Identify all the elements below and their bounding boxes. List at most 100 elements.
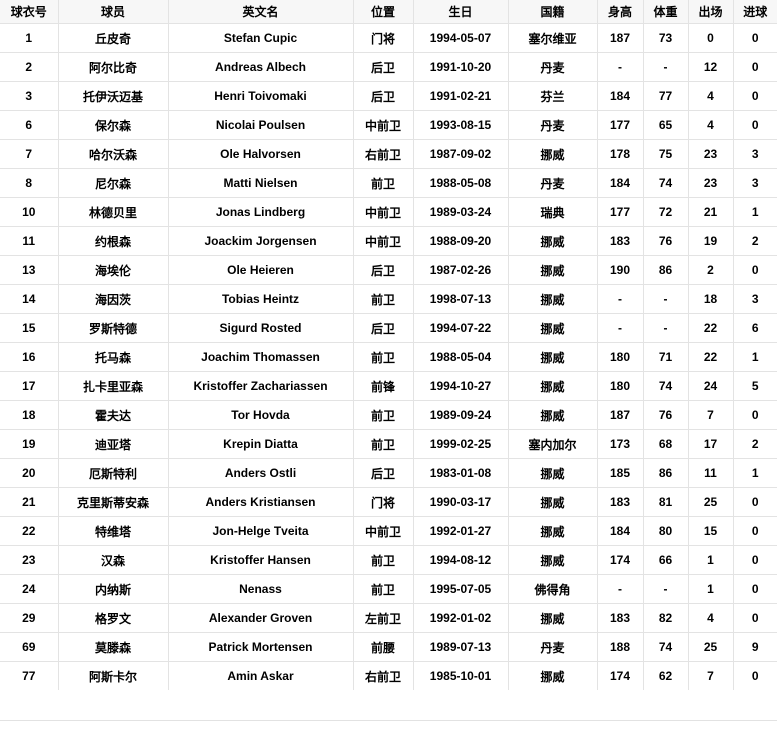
table-row[interactable]: 22 特维塔 Jon-Helge Tveita 中前卫 1992-01-27 挪威 184 8…: [0, 516, 777, 546]
cell-nationality: 丹麦: [507, 632, 598, 662]
cell-jersey-number: 22: [0, 516, 59, 546]
table-row[interactable]: 14 海因茨 Tobias Heintz 前卫 1998-07-13 挪威 - -18 3: [0, 284, 777, 314]
cell-height: -: [596, 284, 644, 314]
cell-position: 前卫: [352, 429, 414, 459]
cell-weight: 76: [642, 400, 689, 430]
table-row[interactable]: 19 迪亚塔 Krepin Diatta 前卫 1999-02-25 塞内加尔 173 68 1…: [0, 429, 777, 459]
cell-weight: 77: [642, 81, 689, 111]
table-row[interactable]: 21 克里斯蒂安森 Anders Kristiansen 门将 1990-03-17 挪威…: [0, 487, 777, 517]
cell-player-name: 霍夫达: [57, 400, 169, 430]
cell-nationality: 挪威: [507, 458, 598, 488]
cell-player-name: 阿斯卡尔: [57, 661, 169, 691]
cell-english-name: Sigurd Rosted: [167, 313, 354, 343]
cell-appearances: 1: [687, 545, 734, 575]
cell-nationality: 挪威: [507, 255, 598, 285]
table-row[interactable]: 8 尼尔森 Matti Nielsen 前卫 1988-05-08 丹麦 184 74 23 3: [0, 168, 777, 198]
cell-appearances: 23: [687, 168, 734, 198]
cell-player-name: 林德贝里: [57, 197, 169, 227]
cell-nationality: 塞尔维亚: [507, 23, 598, 53]
cell-jersey-number: 10: [0, 197, 59, 227]
cell-birthday: 1990-03-17: [412, 487, 509, 517]
cell-height: 185: [596, 458, 644, 488]
cell-goals: 0: [732, 23, 777, 53]
cell-position: 门将: [352, 487, 414, 517]
table-row[interactable]: 77 阿斯卡尔 Amin Askar 右前卫 1985-10-01 挪威 174 62 7 0: [0, 661, 777, 691]
table-row[interactable]: 6 保尔森 Nicolai Poulsen 中前卫 1993-08-15 丹麦 177 65 4…: [0, 110, 777, 140]
cell-birthday: 1993-08-15: [412, 110, 509, 140]
table-row[interactable]: 23 汉森 Kristoffer Hansen 前卫 1994-08-12 挪威 174 66…: [0, 545, 777, 575]
cell-birthday: 1987-02-26: [412, 255, 509, 285]
cell-player-name: 保尔森: [57, 110, 169, 140]
cell-nationality: 丹麦: [507, 110, 598, 140]
cell-position: 中前卫: [352, 197, 414, 227]
cell-position: 后卫: [352, 313, 414, 343]
cell-height: 174: [596, 661, 644, 691]
cell-goals: 1: [732, 197, 777, 227]
cell-english-name: Stefan Cupic: [167, 23, 354, 53]
cell-birthday: 1992-01-02: [412, 603, 509, 633]
cell-birthday: 1988-09-20: [412, 226, 509, 256]
cell-weight: 72: [642, 197, 689, 227]
cell-birthday: 1989-07-13: [412, 632, 509, 662]
cell-jersey-number: 2: [0, 52, 59, 82]
table-row[interactable]: 17 扎卡里亚森 Kristoffer Zachariassen 前锋 1994-10-…: [0, 371, 777, 401]
cell-jersey-number: 77: [0, 661, 59, 691]
cell-goals: 0: [732, 574, 777, 604]
cell-position: 后卫: [352, 458, 414, 488]
cell-position: 前卫: [352, 284, 414, 314]
cell-english-name: Andreas Albech: [167, 52, 354, 82]
cell-weight: 68: [642, 429, 689, 459]
cell-jersey-number: 3: [0, 81, 59, 111]
column-header-height: 身高: [596, 0, 644, 24]
cell-goals: 0: [732, 487, 777, 517]
cell-jersey-number: 8: [0, 168, 59, 198]
cell-english-name: Joachim Thomassen: [167, 342, 354, 372]
cell-appearances: 22: [687, 313, 734, 343]
table-row[interactable]: 15 罗斯特德 Sigurd Rosted 后卫 1994-07-22 挪威 - -22 6: [0, 313, 777, 343]
table-row[interactable]: 18 霍夫达 Tor Hovda 前卫 1989-09-24 挪威 187 76 7 0: [0, 400, 777, 430]
cell-birthday: 1987-09-02: [412, 139, 509, 169]
table-row[interactable]: 10 林德贝里 Jonas Lindberg 中前卫 1989-03-24 瑞典 177 72…: [0, 197, 777, 227]
table-row[interactable]: 1 丘皮奇 Stefan Cupic 门将 1994-05-07 塞尔维亚 187 73 0 0: [0, 23, 777, 53]
column-header-english-name: 英文名: [167, 0, 354, 24]
cell-english-name: Henri Toivomaki: [167, 81, 354, 111]
cell-jersey-number: 24: [0, 574, 59, 604]
cell-nationality: 挪威: [507, 487, 598, 517]
table-row[interactable]: 2 阿尔比奇 Andreas Albech 后卫 1991-10-20 丹麦 - -12 0: [0, 52, 777, 82]
table-row[interactable]: 24 内纳斯 Nenass 前卫 1995-07-05 佛得角 - -1 0: [0, 574, 777, 604]
cell-weight: -: [642, 52, 689, 82]
cell-nationality: 挪威: [507, 139, 598, 169]
table-row[interactable]: 13 海埃伦 Ole Heieren 后卫 1987-02-26 挪威 190 86 2 0: [0, 255, 777, 285]
cell-goals: 5: [732, 371, 777, 401]
cell-height: 174: [596, 545, 644, 575]
cell-position: 前卫: [352, 400, 414, 430]
cell-english-name: Ole Heieren: [167, 255, 354, 285]
cell-height: 180: [596, 371, 644, 401]
cell-english-name: Tor Hovda: [167, 400, 354, 430]
cell-height: 177: [596, 110, 644, 140]
table-row[interactable]: 7 哈尔沃森 Ole Halvorsen 右前卫 1987-09-02 挪威 178 75 23…: [0, 139, 777, 169]
cell-player-name: 特维塔: [57, 516, 169, 546]
table-row[interactable]: 69 莫滕森 Patrick Mortensen 前腰 1989-07-13 丹麦 188 7…: [0, 632, 777, 662]
cell-nationality: 挪威: [507, 226, 598, 256]
table-row[interactable]: 29 格罗文 Alexander Groven 左前卫 1992-01-02 挪威 183 8…: [0, 603, 777, 633]
cell-player-name: 海埃伦: [57, 255, 169, 285]
cell-jersey-number: 13: [0, 255, 59, 285]
table-row[interactable]: 16 托马森 Joachim Thomassen 前卫 1988-05-04 挪威 180 7…: [0, 342, 777, 372]
cell-birthday: 1991-10-20: [412, 52, 509, 82]
cell-nationality: 挪威: [507, 284, 598, 314]
table-row[interactable]: 20 厄斯特利 Anders Ostli 后卫 1983-01-08 挪威 185 86 11 1: [0, 458, 777, 488]
cell-english-name: Kristoffer Hansen: [167, 545, 354, 575]
cell-height: 188: [596, 632, 644, 662]
table-row[interactable]: 11 约根森 Joackim Jorgensen 中前卫 1988-09-20 挪威 183…: [0, 226, 777, 256]
column-header-jersey-number: 球衣号: [0, 0, 59, 24]
cell-weight: -: [642, 313, 689, 343]
cell-position: 前卫: [352, 342, 414, 372]
cell-birthday: 1985-10-01: [412, 661, 509, 691]
cell-appearances: 15: [687, 516, 734, 546]
cell-goals: 0: [732, 400, 777, 430]
cell-appearances: 23: [687, 139, 734, 169]
cell-goals: 2: [732, 429, 777, 459]
cell-height: 173: [596, 429, 644, 459]
table-row[interactable]: 3 托伊沃迈基 Henri Toivomaki 后卫 1991-02-21 芬兰 184 77…: [0, 81, 777, 111]
